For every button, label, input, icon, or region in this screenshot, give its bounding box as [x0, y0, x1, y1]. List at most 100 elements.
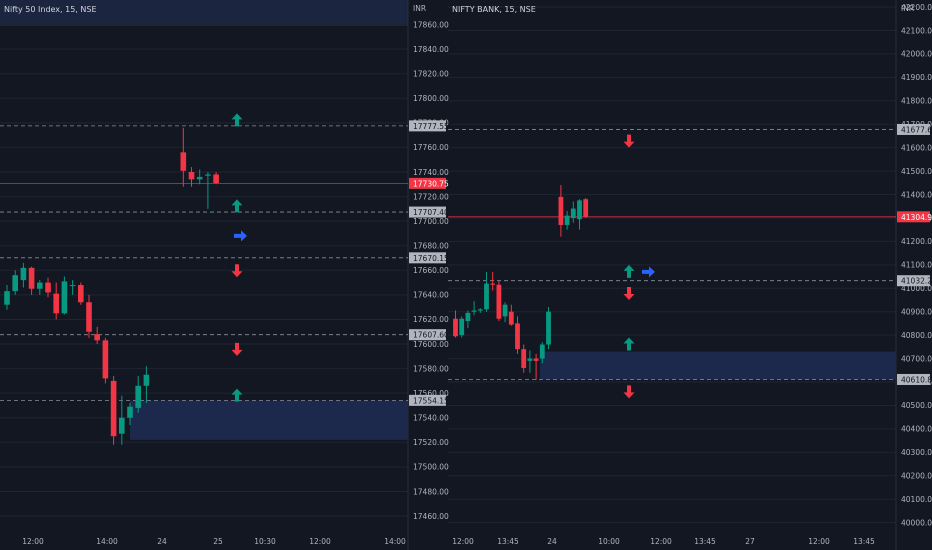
candle-up: [143, 374, 150, 386]
candle-down: [583, 199, 589, 217]
y-tick-label: 17680.00: [413, 242, 449, 251]
level-tag-label: 17554.15: [413, 396, 449, 405]
y-tick-label: 41600.00: [901, 143, 932, 152]
level-tag: [409, 329, 446, 341]
candle-down: [521, 349, 527, 368]
candle-up: [465, 312, 471, 322]
down-arrow-icon: [623, 134, 635, 148]
candle-up: [471, 310, 477, 312]
y-tick-label: 17600.00: [413, 340, 449, 349]
current-price-label: 41304.90: [901, 213, 932, 222]
candle-up: [484, 283, 489, 310]
current-price-tag: [897, 211, 930, 223]
x-tick-label: 25: [213, 537, 223, 546]
y-tick-label: 17700.00: [413, 217, 449, 226]
candle-down: [508, 311, 514, 325]
candle-down: [496, 284, 502, 319]
candle-down: [53, 293, 59, 314]
y-tick-label: 17740.00: [413, 168, 449, 177]
level-tag-label: 41677.65: [901, 125, 932, 134]
x-tick-label: 10:00: [598, 537, 620, 546]
candle-up: [477, 309, 483, 311]
x-tick-label: 13:45: [497, 537, 519, 546]
x-tick-label: 14:00: [384, 537, 406, 546]
y-tick-label: 42200.00: [901, 3, 932, 12]
y-tick-label: 40100.00: [901, 495, 932, 504]
level-tag-label: 17607.60: [413, 331, 449, 340]
candle-up: [527, 358, 533, 361]
candle-down: [213, 174, 219, 184]
y-tick-label: 17660.00: [413, 266, 449, 275]
down-arrow-icon: [231, 342, 243, 356]
y-tick-label: 17460.00: [413, 512, 449, 521]
y-tick-label: 41000.00: [901, 284, 932, 293]
candle-down: [45, 282, 51, 293]
level-tag-label: 40610.85: [901, 375, 932, 384]
candle-down: [490, 283, 496, 285]
y-tick-label: 17840.00: [413, 45, 449, 54]
candle-up: [502, 304, 508, 317]
candle-up: [37, 282, 43, 289]
x-tick-label: 12:00: [808, 537, 830, 546]
y-tick-label: 41400.00: [901, 190, 932, 199]
y-tick-label: 17520.00: [413, 438, 449, 447]
x-tick-label: 12:00: [22, 537, 44, 546]
x-tick-label: 12:00: [452, 537, 474, 546]
candle-down: [94, 334, 100, 341]
level-tag-label: 17670.15: [413, 254, 449, 263]
y-tick-label: 17560.00: [413, 389, 449, 398]
y-tick-label: 41100.00: [901, 261, 932, 270]
y-tick-label: 42000.00: [901, 50, 932, 59]
candle-up: [4, 291, 10, 305]
candle-up: [577, 200, 582, 220]
current-price-label: 17730.75: [413, 179, 449, 188]
y-tick-label: 40000.00: [901, 518, 932, 527]
y-tick-label: 17860.00: [413, 20, 449, 29]
candle-up: [459, 318, 465, 336]
candle-up: [119, 417, 125, 434]
x-tick-label: 10:30: [254, 537, 276, 546]
candle-up: [570, 208, 576, 218]
y-tick-label: 17720.00: [413, 192, 449, 201]
y-tick-label: 41200.00: [901, 237, 932, 246]
candle-down: [86, 302, 92, 332]
candle-up: [12, 275, 18, 292]
candle-down: [180, 152, 187, 171]
pane-title: NIFTY BANK, 15, NSE: [452, 5, 536, 14]
y-tick-label: 17480.00: [413, 487, 449, 496]
nifty-bank-pane[interactable]: 40000.00 40100.00 40200.00 40300.00 40400.00…: [448, 0, 932, 550]
y-tick-label: 17760.00: [413, 143, 449, 152]
candle-down: [28, 267, 35, 289]
candle-up: [196, 176, 203, 180]
candle-up: [135, 385, 141, 408]
x-tick-label: 24: [547, 537, 557, 546]
candle-down: [533, 358, 539, 361]
level-tag: [409, 394, 446, 406]
level-tag-label: 41032.25: [901, 277, 932, 286]
x-tick-label: 12:00: [309, 537, 331, 546]
y-tick-label: 40900.00: [901, 308, 932, 317]
x-tick-label: 12:00: [650, 537, 672, 546]
y-tick-label: 42100.00: [901, 26, 932, 35]
candle-up: [546, 311, 551, 345]
right-arrow-icon: [642, 266, 655, 278]
candle-up: [127, 406, 133, 418]
level-tag: [409, 206, 446, 218]
candle-down: [102, 340, 109, 379]
currency-label: INR: [413, 4, 426, 13]
candle-down: [188, 172, 195, 180]
y-tick-label: 17800.00: [413, 94, 449, 103]
up-arrow-icon: [231, 199, 243, 213]
x-tick-label: 13:45: [853, 537, 875, 546]
down-arrow-icon: [231, 264, 243, 278]
nifty-50-pane[interactable]: 17460.00 17480.00 17500.00 17520.00 17540.00…: [0, 0, 449, 550]
y-tick-label: 17620.00: [413, 315, 449, 324]
right-arrow-icon: [234, 230, 247, 242]
y-tick-label: 40400.00: [901, 425, 932, 434]
level-tag: [409, 120, 446, 132]
y-tick-label: 17540.00: [413, 414, 449, 423]
candle-up: [539, 344, 545, 359]
candle-down: [78, 285, 84, 303]
y-tick-label: 40800.00: [901, 331, 932, 340]
currency-label: INR: [901, 4, 914, 13]
